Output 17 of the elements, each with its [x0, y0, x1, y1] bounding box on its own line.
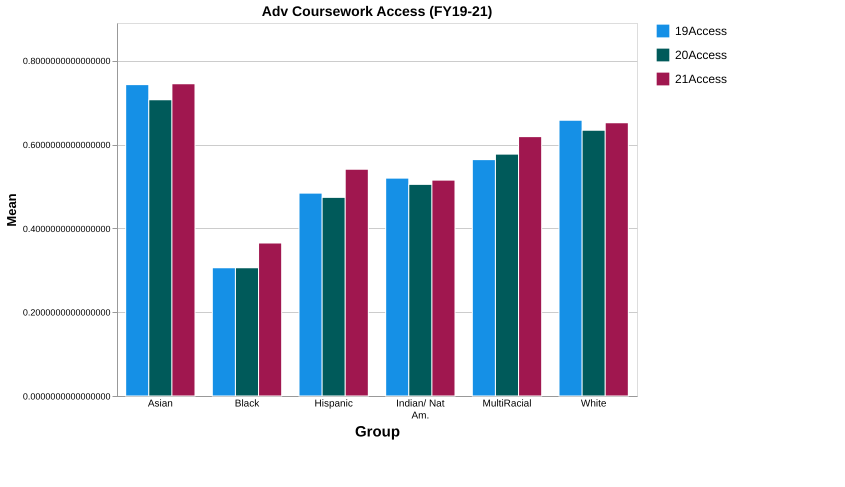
x-tick-label: Black [234, 398, 260, 410]
x-tick-label: Indian/ Nat Am. [396, 398, 445, 422]
x-tick-label: Hispanic [314, 398, 353, 410]
legend-label: 20Access [675, 48, 728, 62]
y-axis-title: Mean [4, 193, 19, 227]
chart-title: Adv Coursework Access (FY19-21) [262, 3, 492, 19]
y-tick-label: 0.2000000000000000 [22, 308, 110, 318]
y-tick-label: 0.6000000000000000 [22, 140, 110, 150]
y-tick-label: 0.8000000000000000 [22, 56, 110, 66]
x-tick-label: Asian [148, 398, 173, 410]
legend-label: 21Access [675, 72, 728, 86]
y-tick-label: 0.0000000000000000 [22, 392, 110, 402]
x-tick-label: MultiRacial [482, 398, 532, 410]
y-tick-label: 0.4000000000000000 [22, 224, 110, 234]
x-tick-label: White [580, 398, 607, 410]
x-axis-title: Group [355, 424, 400, 440]
legend-label: 19Access [675, 24, 728, 38]
